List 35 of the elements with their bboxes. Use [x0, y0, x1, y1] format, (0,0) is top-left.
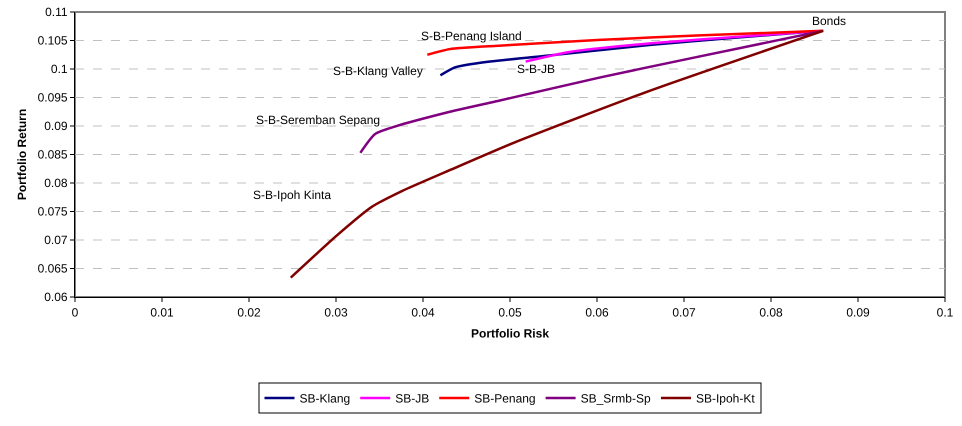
y-tick-label: 0.085 — [38, 148, 68, 162]
y-tick-label: 0.105 — [38, 34, 68, 48]
x-tick-label: 0.03 — [324, 305, 348, 320]
legend-label: SB-JB — [395, 392, 430, 406]
y-axis-title: Portfolio Return — [14, 108, 29, 200]
legend-label: SB-Penang — [474, 392, 536, 406]
y-tick-label: 0.075 — [38, 204, 68, 219]
y-tick-label: 0.11 — [45, 5, 68, 20]
legend-label: SB-Ipoh-Kt — [696, 392, 756, 406]
y-tick-label: 0.09 — [44, 119, 68, 134]
x-tick-label: 0.02 — [237, 305, 261, 320]
x-tick-label: 0 — [72, 305, 79, 320]
annotation: S-B-Penang Island — [421, 29, 522, 43]
annotation: S-B-JB — [517, 62, 556, 76]
x-tick-label: 0.05 — [498, 305, 522, 320]
y-tick-label: 0.095 — [38, 90, 68, 105]
y-tick-label: 0.1 — [50, 62, 68, 76]
annotation: S-B-Ipoh Kinta — [253, 188, 332, 202]
x-tick-label: 0.08 — [759, 305, 783, 320]
annotation: S-B-Seremban Sepang — [256, 113, 380, 127]
x-tick-label: 0.09 — [846, 305, 870, 320]
x-tick-label: 0.07 — [672, 305, 696, 320]
x-axis-title: Portfolio Risk — [470, 326, 550, 340]
x-tick-label: 0.01 — [150, 305, 174, 320]
y-tick-label: 0.08 — [44, 176, 68, 190]
legend-label: SB_Srmb-Sp — [580, 392, 651, 406]
x-tick-label: 0.06 — [585, 305, 609, 320]
y-tick-label: 0.07 — [44, 233, 68, 248]
annotation: S-B-Klang Valley — [333, 64, 423, 78]
x-tick-label: 0.04 — [411, 305, 435, 320]
y-tick-label: 0.06 — [44, 290, 68, 304]
annotation: Bonds — [812, 14, 846, 28]
x-tick-label: 0.1 — [936, 305, 954, 320]
y-tick-label: 0.065 — [38, 262, 68, 276]
legend-label: SB-Klang — [300, 392, 350, 406]
